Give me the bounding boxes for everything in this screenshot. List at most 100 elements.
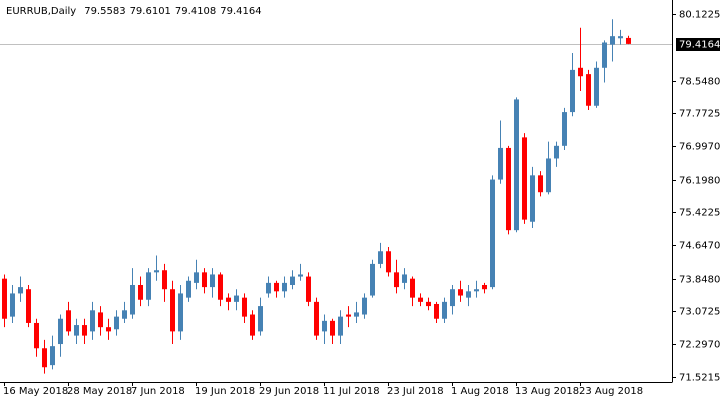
- candle-body: [626, 37, 631, 44]
- candle-body: [194, 272, 199, 283]
- candle-body: [74, 325, 79, 336]
- candle-body: [450, 289, 455, 307]
- candle-body: [242, 297, 247, 317]
- candle-body: [330, 320, 335, 336]
- candle-body: [434, 303, 439, 319]
- candle-body: [90, 310, 95, 332]
- candle-body: [314, 301, 319, 336]
- y-tick-label: 76.9970: [679, 142, 720, 153]
- candle-body: [266, 282, 271, 294]
- x-tick-label: 28 May 2018: [67, 386, 132, 397]
- candle-body: [290, 276, 295, 285]
- candle-body: [82, 325, 87, 336]
- candle-body: [274, 282, 279, 292]
- candle-body: [154, 270, 159, 273]
- candle-body: [602, 42, 607, 68]
- candle-body: [50, 346, 55, 366]
- candle-body: [410, 278, 415, 298]
- candle-body: [322, 320, 327, 332]
- header-value: 79.4108: [175, 6, 216, 17]
- candle-body: [130, 284, 135, 315]
- header-value: 79.5583: [84, 6, 125, 17]
- candle-body: [106, 327, 111, 332]
- x-tick-label: 1 Aug 2018: [451, 386, 509, 397]
- candle-body: [490, 179, 495, 288]
- x-tick-label: 23 Jul 2018: [387, 386, 444, 397]
- candle-body: [498, 147, 503, 180]
- candle-body: [42, 348, 47, 368]
- candle-body: [258, 306, 263, 332]
- candle-body: [482, 284, 487, 290]
- candle-body: [426, 301, 431, 307]
- candle-body: [618, 36, 623, 39]
- candle-body: [282, 282, 287, 292]
- candle-body: [378, 251, 383, 264]
- candle-body: [58, 318, 63, 345]
- y-tick-label: 74.6470: [679, 241, 720, 252]
- header-value: 79.6101: [130, 6, 171, 17]
- y-tick-label: 77.7725: [679, 109, 720, 120]
- y-tick-label: 76.1980: [679, 176, 720, 187]
- candle-body: [210, 274, 215, 288]
- candle-body: [306, 276, 311, 302]
- x-tick-label: 7 Jun 2018: [131, 386, 185, 397]
- x-tick-label: 29 Jun 2018: [259, 386, 319, 397]
- candle-body: [418, 297, 423, 302]
- candle-body: [442, 301, 447, 319]
- candle-body: [594, 67, 599, 106]
- last-price-label: 79.4164: [679, 40, 720, 51]
- candle-body: [10, 293, 15, 317]
- candle-body: [66, 310, 71, 332]
- candle-body: [162, 270, 167, 290]
- candle-body: [586, 74, 591, 106]
- candle-body: [170, 289, 175, 332]
- candle-body: [18, 287, 23, 294]
- candle-body: [370, 263, 375, 296]
- candle-body: [346, 314, 351, 317]
- candle-body: [610, 36, 615, 45]
- candle-body: [554, 145, 559, 159]
- candle-body: [226, 297, 231, 302]
- candle-body: [570, 69, 575, 113]
- candle-body: [114, 316, 119, 330]
- candle-body: [394, 272, 399, 288]
- candle-body: [466, 291, 471, 298]
- candle-body: [122, 310, 127, 319]
- y-tick-label: 75.4225: [679, 208, 720, 219]
- candle-body: [530, 175, 535, 222]
- candle-body: [34, 322, 39, 349]
- candle-body: [562, 112, 567, 146]
- candle-body: [546, 158, 551, 193]
- candle-body: [146, 272, 151, 300]
- candle-body: [250, 314, 255, 336]
- candle-body: [578, 67, 583, 77]
- candle-body: [178, 293, 183, 332]
- candle-body: [538, 175, 543, 193]
- x-tick-label: 19 Jun 2018: [195, 386, 255, 397]
- x-tick-label: 11 Jul 2018: [323, 386, 380, 397]
- x-tick-label: 13 Aug 2018: [515, 386, 579, 397]
- candle-body: [186, 280, 191, 298]
- y-tick-label: 71.5215: [679, 373, 720, 384]
- candle-body: [234, 295, 239, 302]
- y-tick-label: 78.5480: [679, 77, 720, 88]
- y-tick-label: 80.1225: [679, 10, 720, 21]
- candle-body: [338, 316, 343, 336]
- candle-body: [402, 274, 407, 283]
- candle-body: [474, 289, 479, 292]
- candle-body: [354, 312, 359, 317]
- chart-title: EURRUB,Daily: [6, 6, 76, 17]
- candle-body: [138, 284, 143, 300]
- y-tick-label: 72.2970: [679, 340, 720, 351]
- candle-body: [514, 99, 519, 231]
- candle-body: [218, 274, 223, 300]
- y-tick-label: 73.8480: [679, 275, 720, 286]
- candle-body: [458, 289, 463, 296]
- candle-body: [386, 251, 391, 273]
- x-tick-label: 23 Aug 2018: [579, 386, 643, 397]
- candle-body: [362, 297, 367, 315]
- x-tick-label: 16 May 2018: [3, 386, 68, 397]
- candle-body: [298, 274, 303, 277]
